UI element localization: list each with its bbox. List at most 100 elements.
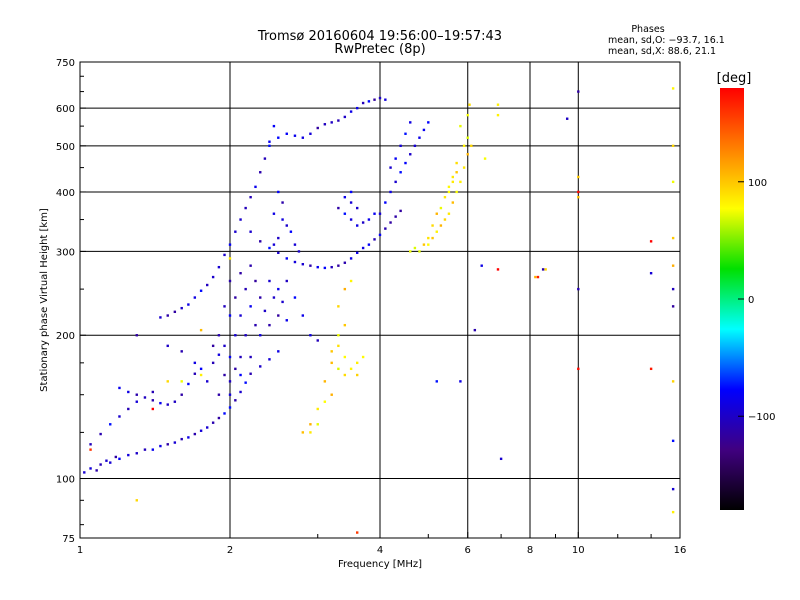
data-point-o [143, 448, 147, 451]
data-point-o [285, 224, 288, 227]
data-point-o [249, 355, 252, 359]
data-point-x [671, 380, 675, 383]
data-point-o [378, 233, 382, 237]
data-point-o [263, 309, 267, 313]
y-tick-label: 200 [56, 331, 75, 342]
colorbar-tick-label: 0 [748, 295, 754, 306]
data-point-x [459, 180, 462, 184]
data-point-o [268, 140, 271, 143]
stats-heading: Phases [631, 24, 664, 35]
data-point-o [268, 144, 271, 148]
data-point-o [151, 390, 155, 394]
data-point-scattered [649, 240, 653, 243]
data-point-o [187, 382, 190, 386]
data-point-x [447, 190, 451, 194]
data-point-x [422, 243, 426, 246]
data-point-o [211, 344, 215, 348]
data-point-o [249, 305, 252, 308]
data-point-o [389, 221, 392, 224]
data-point-o [409, 153, 412, 156]
data-point-x [309, 423, 312, 426]
y-tick-label: 750 [56, 58, 75, 69]
data-point-o [343, 212, 347, 215]
data-point-o [389, 190, 392, 194]
data-point-x [427, 243, 430, 246]
data-point-o [394, 157, 397, 160]
data-point-o [127, 390, 130, 394]
data-point-o [217, 334, 221, 337]
data-point-o [671, 439, 675, 443]
x-tick-label: 6 [465, 545, 471, 556]
data-point-o [373, 238, 376, 241]
data-point-o [135, 452, 138, 455]
data-point-scattered [355, 531, 359, 534]
data-point-o [193, 361, 197, 365]
data-point-o [254, 185, 257, 189]
data-point-x [447, 185, 451, 189]
data-point-o [499, 457, 503, 461]
data-point-o [367, 218, 371, 221]
data-point-x [166, 380, 169, 383]
data-point-o [355, 106, 359, 110]
data-point-o [151, 399, 155, 402]
data-point-x [330, 350, 333, 353]
data-point-o [272, 243, 276, 246]
data-point-x [443, 195, 447, 199]
data-point-x [330, 393, 333, 396]
x-axis-ticks: 1 2 4 6 8 10 16 [77, 532, 686, 556]
data-point-x [349, 279, 353, 283]
data-point-o [83, 471, 86, 474]
data-point-o [277, 251, 280, 255]
data-point-o [254, 279, 257, 283]
data-point-o [99, 432, 102, 436]
data-point-o [249, 372, 252, 375]
data-point-x [451, 180, 455, 184]
data-point-o [259, 171, 262, 174]
data-point-o [399, 209, 402, 213]
y-tick-label: 600 [56, 104, 75, 115]
colorbar-tick-label: −100 [748, 412, 775, 423]
data-point-o [309, 132, 312, 135]
data-point-o [577, 90, 580, 93]
data-point-o [268, 323, 271, 327]
data-point-o [89, 443, 92, 446]
data-point-o [211, 275, 215, 279]
data-point-o [399, 144, 402, 148]
data-point-o [249, 230, 252, 233]
data-point-o [118, 386, 121, 390]
data-point-o [217, 353, 221, 356]
data-point-x [466, 113, 469, 117]
data-point-x [349, 367, 353, 371]
data-point-o [473, 328, 477, 332]
data-point-o [301, 263, 305, 266]
data-point-o [337, 119, 340, 122]
data-point-o [367, 243, 371, 246]
data-point-o [337, 206, 340, 210]
data-point-o [180, 393, 183, 396]
data-point-scattered [151, 407, 155, 411]
data-point-o [337, 264, 340, 267]
data-point-o [289, 230, 293, 233]
data-point-x [301, 431, 305, 434]
data-point-o [404, 161, 407, 165]
data-point-o [361, 221, 365, 224]
data-point-o [180, 350, 183, 353]
data-point-o [373, 212, 376, 215]
y-axis-label: Stationary phase Virtual Height [km] [39, 208, 50, 392]
data-point-o [135, 393, 138, 396]
data-point-x [418, 250, 421, 253]
data-point-x [671, 87, 675, 90]
data-point-o [99, 463, 102, 466]
data-point-o [166, 344, 169, 348]
data-point-o [272, 296, 276, 299]
data-point-o [394, 215, 397, 218]
data-point-o [343, 195, 347, 199]
data-point-x [343, 373, 347, 377]
data-point-x [455, 190, 458, 194]
data-point-o [180, 437, 183, 441]
data-point-o [459, 380, 462, 383]
data-point-o [199, 289, 203, 292]
data-point-x [199, 373, 203, 377]
y-tick-label: 100 [56, 475, 75, 486]
data-point-o [293, 260, 297, 264]
